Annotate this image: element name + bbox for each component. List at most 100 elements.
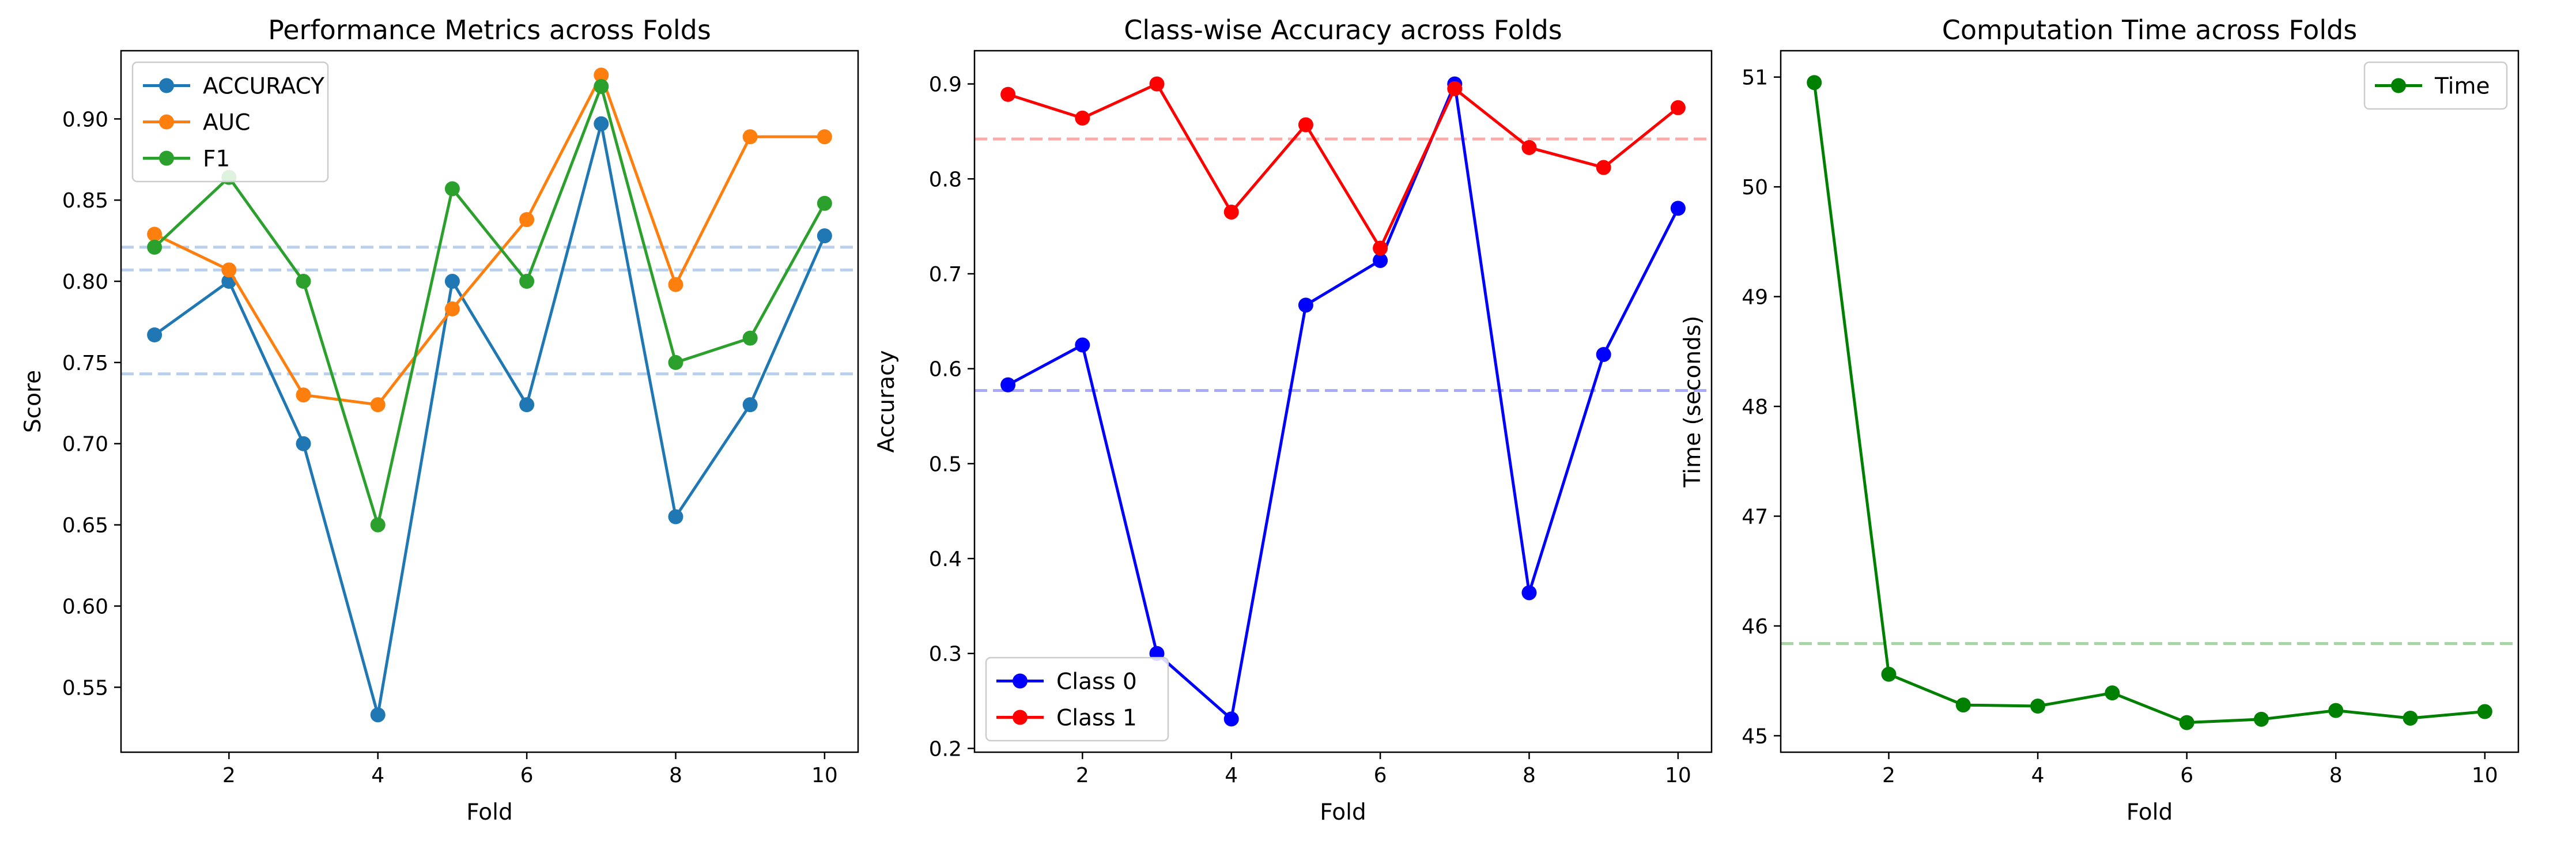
y-tick-label: 49: [1742, 286, 1768, 310]
y-axis-label: Time (seconds): [1680, 316, 1706, 488]
data-point-class-1: [1223, 204, 1239, 220]
data-point-class-1: [1075, 110, 1090, 126]
x-tick-label: 4: [371, 764, 384, 787]
data-point-f1: [444, 181, 460, 197]
data-point-class-1: [1596, 160, 1611, 175]
legend: Class 0 Class 1: [985, 657, 1169, 742]
data-point-time: [2105, 685, 2120, 701]
data-point-time: [1881, 666, 1897, 682]
y-axis-label: Accuracy: [874, 350, 900, 452]
data-point-accuracy: [444, 274, 460, 289]
data-point-class-1: [1298, 117, 1313, 133]
data-point-f1: [147, 239, 163, 255]
y-tick-label: 45: [1742, 725, 1768, 748]
y-tick-label: 0.90: [62, 108, 108, 131]
panels: 2 4 6 8 100.550.600.650.700.750.800.850.90Pe…: [20, 14, 2520, 825]
data-point-time: [1807, 75, 1822, 90]
data-point-accuracy: [742, 397, 758, 413]
x-axis-label: Fold: [1320, 799, 1366, 825]
y-tick-label: 0.55: [62, 676, 108, 700]
chart-title: Computation Time across Folds: [1942, 14, 2358, 46]
data-point-auc: [594, 67, 609, 83]
x-tick-label: 8: [669, 764, 682, 787]
data-point-f1: [594, 78, 609, 94]
legend-marker-time: [2391, 78, 2406, 93]
y-axis-label: Score: [20, 370, 46, 433]
legend-marker-class-1: [1013, 710, 1028, 725]
data-point-auc: [519, 212, 535, 227]
series-line-auc: [153, 73, 826, 406]
y-tick-label: 0.6: [929, 358, 962, 382]
y-tick-label: 0.2: [929, 737, 962, 761]
data-point-auc: [817, 129, 832, 145]
y-tick-label: 0.60: [62, 595, 108, 618]
data-point-auc: [444, 301, 460, 316]
y-tick-label: 0.85: [62, 189, 108, 213]
legend-label-f1: F1: [203, 146, 230, 172]
data-point-class-1: [1000, 86, 1016, 102]
plot-frame: [120, 50, 859, 753]
data-point-class-0: [1000, 377, 1016, 393]
plot-frame: [1780, 50, 2520, 753]
data-point-time: [2253, 711, 2269, 727]
y-tick-label: 0.3: [929, 643, 962, 666]
data-point-time: [2030, 699, 2046, 714]
data-point-accuracy: [668, 509, 683, 525]
data-point-f1: [742, 330, 758, 346]
data-point-time: [2477, 704, 2492, 719]
y-tick-label: 0.4: [929, 548, 962, 571]
legend-marker-accuracy: [159, 78, 174, 93]
y-tick-label: 50: [1742, 176, 1768, 199]
data-point-class-0: [1075, 337, 1090, 353]
data-point-auc: [742, 129, 758, 145]
x-axis-label: Fold: [466, 799, 513, 825]
y-tick-label: 47: [1742, 506, 1768, 529]
y-tick-label: 0.8: [929, 168, 962, 191]
data-point-f1: [296, 274, 311, 289]
x-tick-label: 2: [1882, 764, 1895, 787]
legend-marker-class-0: [1013, 673, 1028, 689]
legend-label-class-0: Class 0: [1056, 669, 1137, 695]
legend-marker-f1: [159, 150, 174, 166]
data-point-accuracy: [594, 116, 609, 131]
data-point-class-0: [1521, 585, 1537, 601]
data-point-class-1: [1670, 100, 1686, 115]
series-line-accuracy: [153, 122, 826, 716]
data-point-class-0: [1373, 252, 1388, 268]
data-point-accuracy: [296, 436, 311, 451]
legend-label-class-1: Class 1: [1056, 706, 1137, 731]
data-point-class-1: [1149, 76, 1165, 92]
series-line-class-0: [1006, 82, 1680, 720]
chart-panel-2: 2 4 6 8 10 0.2 0.3 0.4 0.5 0.6 0.7 0.8 0.9 Class-wise…: [874, 14, 1713, 825]
data-point-auc: [668, 277, 683, 292]
data-point-f1: [370, 517, 386, 533]
legend-marker-auc: [159, 114, 174, 130]
legend: Time: [2363, 61, 2508, 110]
y-tick-label: 51: [1742, 66, 1768, 90]
y-tick-label: 0.80: [62, 270, 108, 294]
data-point-auc: [221, 262, 237, 278]
data-point-auc: [296, 387, 311, 403]
y-tick-label: 0.75: [62, 352, 108, 375]
y-tick-label: 0.9: [929, 73, 962, 97]
legend-box: [985, 657, 1169, 742]
x-tick-label: 10: [1665, 764, 1691, 787]
x-tick-label: 6: [2180, 764, 2193, 787]
x-tick-label: 8: [1523, 764, 1536, 787]
x-axis-label: Fold: [2126, 799, 2173, 825]
data-point-class-0: [1670, 201, 1686, 216]
y-tick-label: 0.5: [929, 452, 962, 476]
series-line-time: [1812, 81, 2487, 725]
data-point-class-1: [1373, 240, 1388, 256]
data-point-f1: [817, 195, 832, 211]
data-point-accuracy: [519, 397, 535, 413]
data-point-accuracy: [370, 707, 386, 723]
legend-label-accuracy: ACCURACY: [203, 74, 324, 100]
data-point-auc: [370, 397, 386, 413]
y-tick-label: 48: [1742, 395, 1768, 419]
x-tick-label: 10: [2472, 764, 2498, 787]
data-point-class-0: [1223, 711, 1239, 727]
series-line-f1: [153, 85, 826, 527]
